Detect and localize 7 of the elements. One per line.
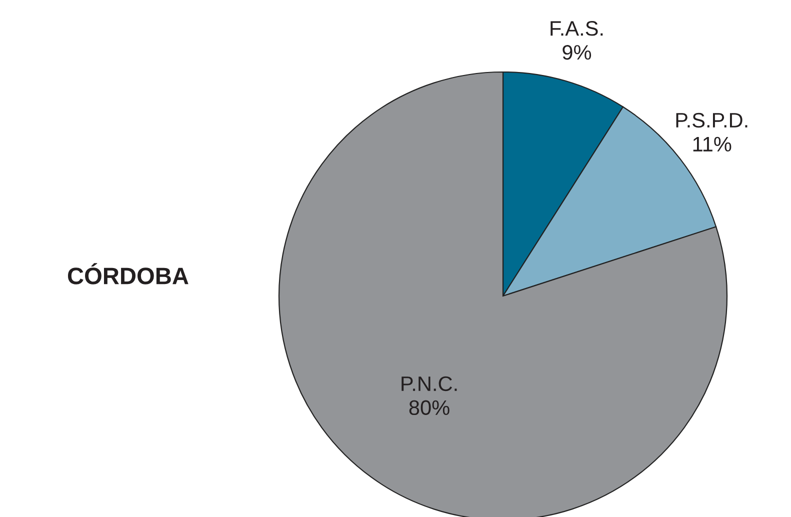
slice-label: F.A.S. — [550, 21, 603, 36]
slice-label: P.N.C. — [402, 376, 457, 392]
slice-label: P.S.P.D. — [676, 112, 748, 128]
text: CÓRDOBA — [68, 263, 188, 284]
data-label: 11% — [693, 136, 732, 152]
data-label: 80% — [409, 400, 450, 416]
data-label: 9% — [562, 44, 592, 60]
